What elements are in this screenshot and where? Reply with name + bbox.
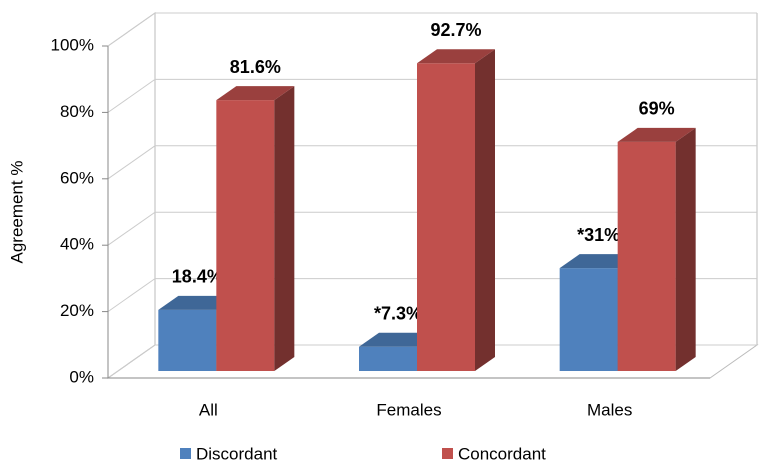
- grid-line: [107, 344, 757, 379]
- bar-front: [617, 141, 676, 371]
- grid-line: [107, 78, 757, 113]
- y-tick-label: 20%: [60, 301, 94, 320]
- value-label: 69%: [639, 99, 675, 119]
- value-label: 18.4%: [172, 267, 223, 287]
- y-tick-label: 40%: [60, 235, 94, 254]
- y-tick-label: 60%: [60, 168, 94, 187]
- legend-label: Discordant: [196, 444, 278, 463]
- bar-top: [417, 49, 495, 64]
- grid-line: [107, 211, 757, 246]
- value-label: *31%: [577, 225, 620, 245]
- y-tick-label: 80%: [60, 102, 94, 121]
- bar-front: [559, 268, 618, 371]
- y-axis-label: Agreement %: [7, 161, 26, 264]
- side-wall: [107, 12, 156, 379]
- legend-label: Concordant: [458, 444, 546, 463]
- legend-swatch: [442, 448, 453, 459]
- bar: [417, 49, 495, 372]
- value-label: 92.7%: [430, 20, 481, 40]
- bar-front: [158, 309, 217, 371]
- x-tick-label: Males: [587, 400, 632, 419]
- value-label: 81.6%: [230, 57, 281, 77]
- legend-swatch: [180, 448, 191, 459]
- bar-side: [274, 86, 295, 371]
- bar-front: [359, 346, 417, 371]
- grid-line: [107, 12, 757, 47]
- bar-front: [216, 100, 275, 371]
- y-tick-label: 100%: [51, 35, 94, 54]
- value-label: *7.3%: [374, 304, 422, 324]
- bar: [216, 86, 295, 371]
- grid-line: [107, 145, 757, 180]
- y-tick-label: 0%: [69, 367, 94, 386]
- bar-side: [475, 49, 495, 372]
- bar: [617, 127, 696, 371]
- bar-side: [675, 127, 696, 371]
- x-tick-label: Females: [376, 400, 441, 419]
- bar-front: [417, 63, 475, 372]
- x-tick-label: All: [199, 400, 218, 419]
- bar-top: [216, 86, 295, 101]
- grid-line: [107, 278, 757, 313]
- bar-top: [617, 127, 696, 142]
